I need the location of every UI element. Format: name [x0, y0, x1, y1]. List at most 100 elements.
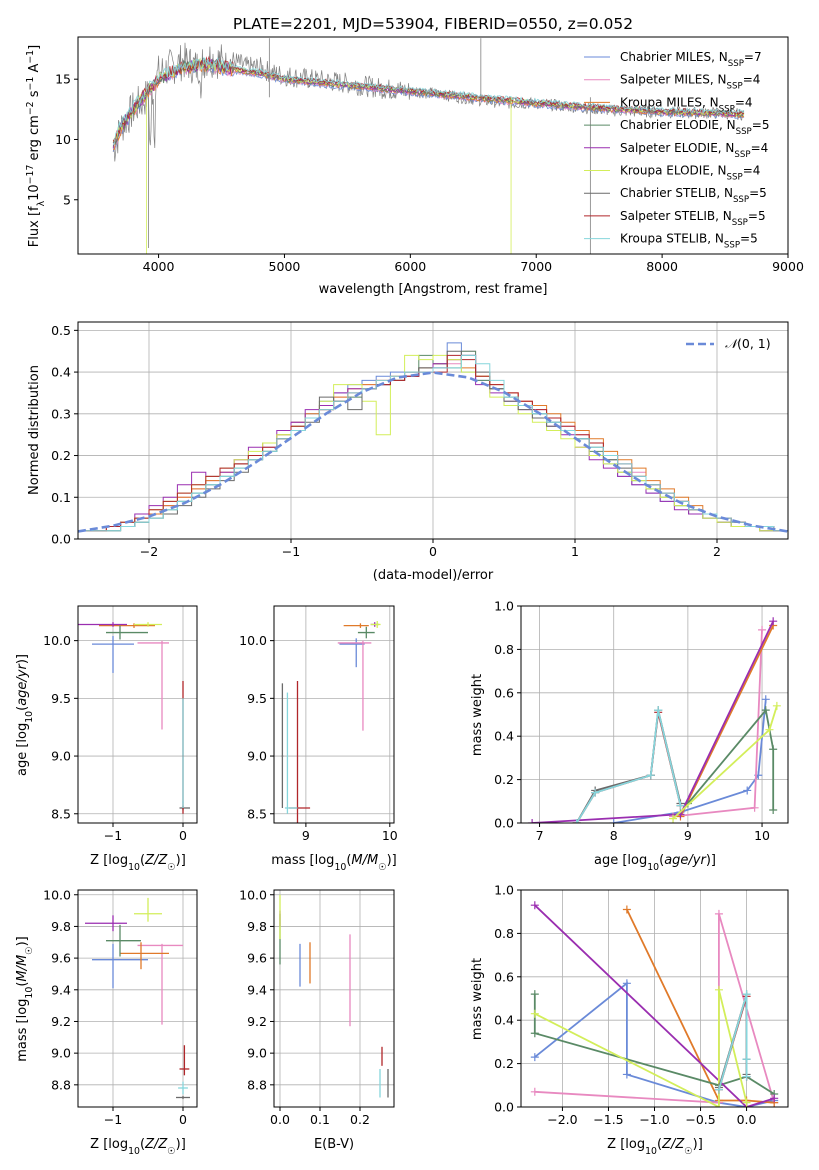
weight-marker	[528, 819, 537, 823]
weight-marker	[530, 990, 539, 999]
x-tick-label: 9	[302, 828, 310, 843]
x-tick-label: 10	[382, 828, 398, 843]
y-tick-label: 0.2	[494, 772, 514, 787]
y-tick-label: 0.1	[51, 490, 71, 505]
x-tick-label: 8000	[646, 259, 678, 274]
x-axis-label: mass [log10(M/M☉)]	[271, 853, 397, 873]
y-tick-label: 9.5	[247, 691, 267, 706]
y-tick-label: 9.2	[51, 1014, 71, 1029]
y-tick-label: 0.8	[494, 642, 514, 657]
weight-marker	[742, 990, 751, 999]
weight-marker	[530, 1087, 539, 1096]
y-tick-label: 0.2	[494, 1056, 514, 1071]
y-tick-label: 9.4	[51, 982, 71, 997]
weight-line	[534, 904, 775, 1107]
y-tick-label: 10.0	[239, 633, 267, 648]
y-tick-label: 9.8	[247, 919, 267, 934]
y-axis-label: Flux [fλ10−17 erg cm−2 s−1 A−1]	[25, 45, 47, 247]
weight-marker	[622, 905, 631, 914]
legend-label: Chabrier ELODIE, NSSP=5	[620, 118, 769, 137]
y-axis-label: mass [log10(M/M☉)]	[15, 936, 35, 1062]
weight-marker	[676, 801, 685, 810]
x-axis-label: Z [log10(Z/Z☉)]	[90, 1137, 186, 1157]
weight-marker	[742, 1098, 751, 1107]
x-tick-label: 5000	[269, 259, 301, 274]
axes-age-vs-Z: −1 0 8.5 9.0 9.5 10.0 Z [log10(Z/Z☉)] age [log1…	[15, 605, 198, 873]
weight-marker	[714, 1085, 723, 1094]
axes-frame	[520, 605, 789, 824]
weight-line	[718, 993, 748, 1090]
weight-marker	[772, 701, 781, 710]
y-tick-label: 15	[55, 72, 71, 87]
x-tick-label: 1	[571, 544, 579, 559]
x-axis-label: Z [log10(Z/Z☉)]	[607, 1137, 703, 1157]
weight-marker	[742, 1072, 751, 1081]
x-tick-label: 2	[713, 544, 721, 559]
x-tick-label: −1	[104, 828, 122, 843]
weight-marker	[622, 979, 631, 988]
axes-frame	[520, 889, 789, 1108]
x-tick-label: −1.0	[639, 1112, 669, 1127]
axes-frame	[273, 605, 395, 824]
y-tick-label: 0.6	[494, 969, 514, 984]
x-tick-label: 0.0	[270, 1112, 290, 1127]
weight-marker	[743, 786, 752, 795]
x-tick-label: −1	[282, 544, 300, 559]
axes-residual-histogram: −2 −1 0 1 2 0.0 0.1 0.2 0.3 0.4 0.5 𝒩(0, 1) (data-mo…	[27, 321, 789, 583]
axes-mass-weight-vs-age: 7 8 9 10 0.0 0.2 0.4 0.6 0.8 1.0 age [log10(age/yr…	[470, 599, 789, 873]
y-tick-label: 0.3	[51, 406, 71, 421]
y-tick-label: 0.4	[51, 365, 71, 380]
x-tick-label: 0.1	[310, 1112, 330, 1127]
weight-marker	[530, 1009, 539, 1018]
x-tick-label: 7	[536, 828, 544, 843]
weight-marker	[530, 1029, 539, 1038]
x-tick-label: 0.0	[737, 1112, 757, 1127]
y-tick-label: 9.6	[247, 951, 267, 966]
weight-marker	[530, 901, 539, 910]
x-tick-label: −1.5	[593, 1112, 623, 1127]
y-tick-label: 9.8	[51, 919, 71, 934]
weight-line	[626, 909, 775, 1104]
y-tick-label: 9.6	[51, 951, 71, 966]
y-tick-label: 10.0	[239, 887, 267, 902]
x-axis-label: Z [log10(Z/Z☉)]	[90, 853, 186, 873]
legend-label: Salpeter ELODIE, NSSP=4	[620, 141, 768, 160]
weight-marker	[572, 819, 581, 823]
y-tick-label: 10.0	[43, 633, 71, 648]
axes-mass-weight-vs-Z: −2.0 −1.5 −1.0 −0.5 0.0 0.0 0.2 0.4 0.6 0.8 1.0 Z […	[470, 883, 789, 1157]
x-tick-label: 0	[179, 828, 187, 843]
y-tick-label: 8.8	[51, 1077, 71, 1092]
weight-marker	[765, 725, 774, 734]
weight-marker	[646, 771, 655, 780]
y-tick-label: 9.0	[51, 749, 71, 764]
weight-marker	[609, 819, 618, 823]
weight-marker	[769, 745, 778, 754]
y-tick-label: 0.0	[494, 1100, 514, 1115]
plot-area	[274, 890, 394, 1107]
legend-label: Kroupa MILES, NSSP=4	[620, 95, 753, 114]
axes-frame	[77, 321, 789, 540]
axes-mass-vs-EBV: 0.0 0.1 0.2 8.8 9.0 9.2 9.4 9.6 9.8 10.0 E(B-V)	[239, 887, 395, 1152]
legend-label: 𝒩(0, 1)	[725, 336, 771, 351]
x-tick-label: −0.5	[685, 1112, 715, 1127]
x-tick-label: −2.0	[547, 1112, 577, 1127]
legend-label: Salpeter MILES, NSSP=4	[620, 73, 760, 92]
y-axis-label: mass weight	[470, 958, 485, 1040]
axes-age-vs-mass: 9 10 8.5 9.0 9.5 10.0 mass [log10(M/M☉)]	[239, 605, 398, 873]
plot-area	[78, 890, 197, 1107]
weight-line	[534, 989, 748, 1107]
y-tick-label: 9.0	[247, 749, 267, 764]
weight-marker	[714, 1103, 723, 1107]
x-axis-label: (data-model)/error	[373, 568, 494, 583]
weight-marker	[769, 805, 778, 814]
x-tick-label: 6000	[394, 259, 426, 274]
axes-frame	[77, 605, 198, 824]
x-tick-label: −1	[104, 1112, 122, 1127]
weight-marker	[742, 1055, 751, 1064]
weight-marker	[714, 985, 723, 994]
plot-area	[78, 606, 197, 823]
axes-frame	[77, 889, 198, 1108]
x-tick-label: 10	[754, 828, 770, 843]
